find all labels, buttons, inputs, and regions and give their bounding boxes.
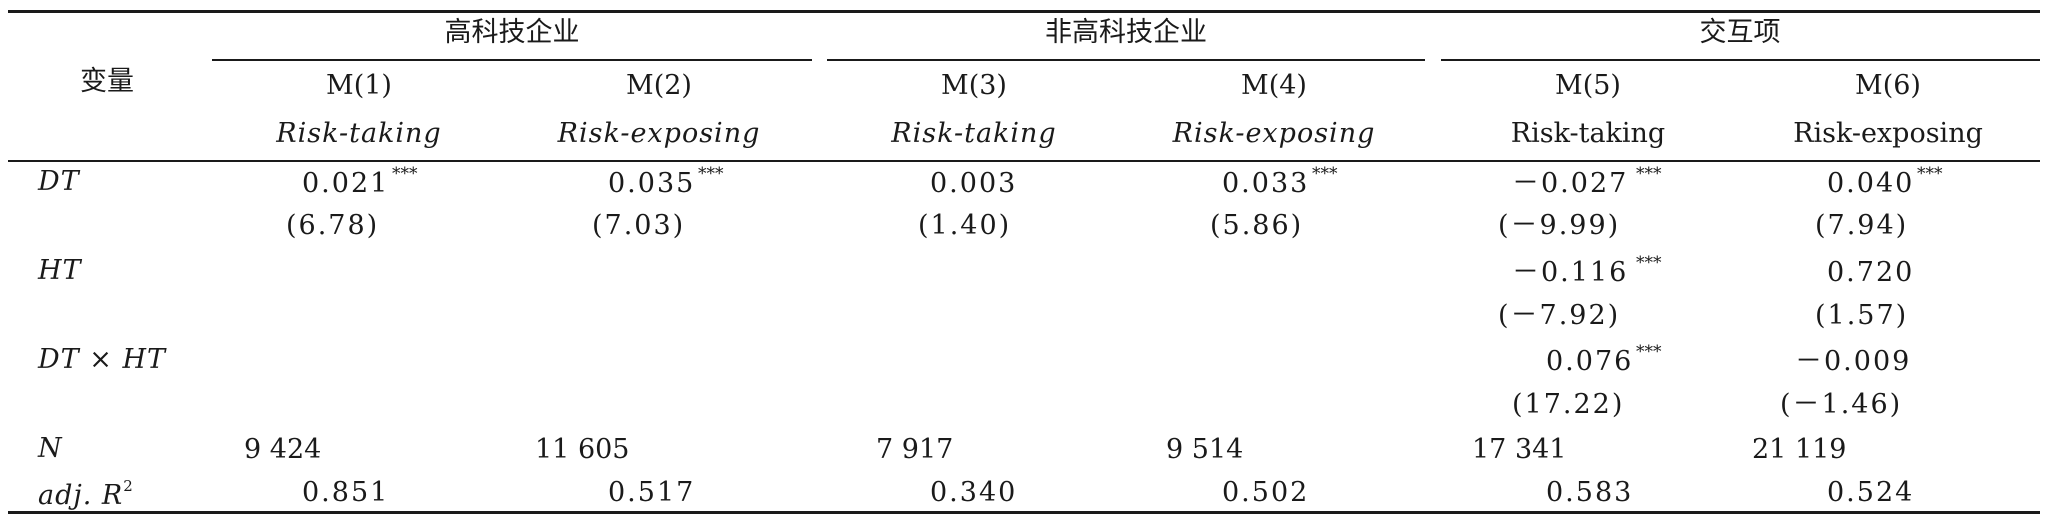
model-header-1: M(1) xyxy=(326,70,392,101)
group-underline-2 xyxy=(827,59,1425,61)
dt-stars-m2: *** xyxy=(698,164,724,184)
adj-r2-m4: 0.502 xyxy=(1222,477,1310,508)
model-header-2: M(2) xyxy=(626,70,692,101)
ht-tstat-m6: (1.57) xyxy=(1815,300,1909,331)
top-rule xyxy=(8,10,2040,13)
depvar-header-5: Risk-taking xyxy=(1510,118,1666,149)
adj-r2-m1: 0.851 xyxy=(302,477,390,508)
n-m5: 17 341 xyxy=(1472,434,1567,465)
dtht-tstat-m5: (17.22) xyxy=(1512,389,1625,420)
dtht-coef-m6: －0.009 xyxy=(1795,346,1912,377)
adj-r2-m6: 0.524 xyxy=(1827,477,1915,508)
header-rule xyxy=(8,160,2040,162)
dt-coef-m3: 0.003 xyxy=(930,168,1018,199)
n-m4: 9 514 xyxy=(1166,434,1244,465)
depvar-header-1: Risk-taking xyxy=(276,118,442,149)
dt-tstat-m2: (7.03) xyxy=(592,210,686,241)
group-header-interaction: 交互项 xyxy=(1699,17,1781,48)
group-underline-3 xyxy=(1441,59,2040,61)
dt-stars-m1: *** xyxy=(392,164,418,184)
dtht-coef-m5: 0.076 xyxy=(1546,346,1634,377)
bottom-rule xyxy=(8,511,2040,514)
ht-stars-m5: *** xyxy=(1636,253,1662,273)
ht-coef-m6: 0.720 xyxy=(1827,257,1915,288)
n-m6: 21 119 xyxy=(1752,434,1847,465)
model-header-3: M(3) xyxy=(941,70,1007,101)
adj-r2-m2: 0.517 xyxy=(608,477,696,508)
row-label-adj-r2: adj. R2 xyxy=(38,477,134,511)
dt-tstat-m4: (5.86) xyxy=(1210,210,1304,241)
group-underline-1 xyxy=(212,59,812,61)
dtht-tstat-m6: (－1.46) xyxy=(1780,389,1903,420)
group-header-non-high-tech: 非高科技企业 xyxy=(1045,17,1207,48)
model-header-4: M(4) xyxy=(1241,70,1307,101)
row-label-n: N xyxy=(38,433,63,464)
dt-coef-m5: －0.027 xyxy=(1512,168,1629,199)
dt-coef-m2: 0.035 xyxy=(608,168,696,199)
dt-coef-m6: 0.040 xyxy=(1827,168,1915,199)
row-label-dt-x-ht: DT × HT xyxy=(38,344,166,375)
adj-r2-label-text: adj. R xyxy=(38,480,124,511)
depvar-header-2: Risk-exposing xyxy=(557,118,761,149)
row-label-dt: DT xyxy=(38,166,80,197)
n-m3: 7 917 xyxy=(876,434,954,465)
dt-tstat-m3: (1.40) xyxy=(918,210,1012,241)
stub-header: 变量 xyxy=(80,66,134,97)
depvar-header-3: Risk-taking xyxy=(891,118,1057,149)
n-m1: 9 424 xyxy=(244,434,322,465)
dt-coef-m1: 0.021 xyxy=(302,168,390,199)
group-header-high-tech: 高科技企业 xyxy=(444,17,580,48)
ht-coef-m5: －0.116 xyxy=(1512,257,1629,288)
model-header-6: M(6) xyxy=(1855,70,1921,101)
adj-r2-superscript: 2 xyxy=(123,477,134,495)
dt-stars-m4: *** xyxy=(1312,164,1338,184)
dt-tstat-m6: (7.94) xyxy=(1815,210,1909,241)
depvar-header-6: Risk-exposing xyxy=(1793,118,1983,149)
dt-stars-m6: *** xyxy=(1917,164,1943,184)
depvar-header-4: Risk-exposing xyxy=(1172,118,1376,149)
dt-tstat-m5: (－9.99) xyxy=(1498,210,1621,241)
dt-stars-m5: *** xyxy=(1636,164,1662,184)
model-header-5: M(5) xyxy=(1555,70,1621,101)
adj-r2-m3: 0.340 xyxy=(930,477,1018,508)
dt-coef-m4: 0.033 xyxy=(1222,168,1310,199)
dt-tstat-m1: (6.78) xyxy=(286,210,380,241)
ht-tstat-m5: (－7.92) xyxy=(1498,300,1621,331)
n-m2: 11 605 xyxy=(535,434,630,465)
dtht-stars-m5: *** xyxy=(1636,342,1662,362)
adj-r2-m5: 0.583 xyxy=(1546,477,1634,508)
row-label-ht: HT xyxy=(38,255,82,286)
